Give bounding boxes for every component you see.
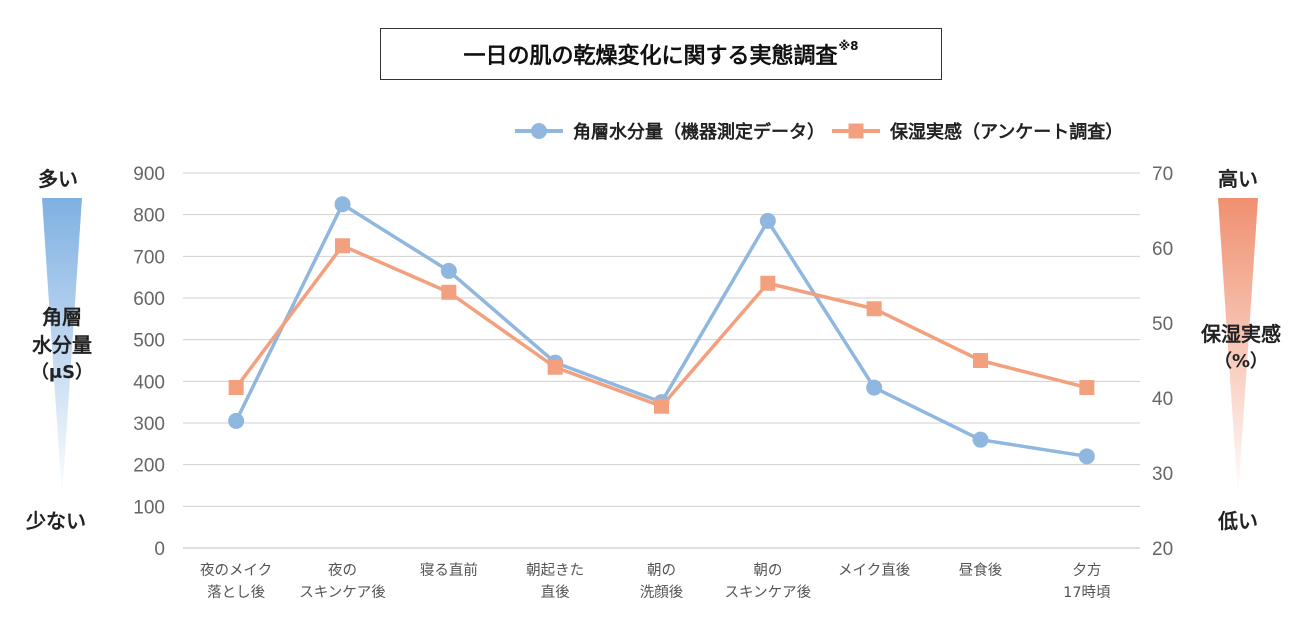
x-tick-label-5-line-2: 洗顔後 bbox=[640, 584, 684, 601]
x-tick-label-5-line-1: 朝の bbox=[647, 562, 676, 579]
legend-label-2: 保湿実感（アンケート調査） bbox=[889, 121, 1123, 143]
x-tick-label-4-line-2: 直後 bbox=[541, 584, 570, 601]
series-1-point-3 bbox=[440, 262, 457, 279]
left-axis-title-line-3: （μS） bbox=[30, 362, 94, 383]
chart-title-note: ※8 bbox=[838, 39, 859, 53]
right-axis-high-label: 高い bbox=[1218, 167, 1258, 191]
left-tick-label-700: 700 bbox=[133, 247, 165, 268]
left-tick-label-100: 100 bbox=[133, 497, 165, 518]
x-tick-label-2-line-2: スキンケア後 bbox=[299, 584, 386, 601]
series-1-point-6 bbox=[759, 212, 776, 229]
series-2-point-7 bbox=[866, 301, 882, 317]
series-2-point-9 bbox=[1079, 380, 1095, 395]
x-tick-label-4-line-1: 朝起きた bbox=[526, 562, 584, 579]
series-2-point-8 bbox=[973, 353, 988, 368]
series-2-point-2 bbox=[335, 238, 350, 254]
right-tick-label-30: 30 bbox=[1152, 464, 1173, 485]
left-tick-label-400: 400 bbox=[133, 372, 165, 393]
left-axis-low-label: 少ない bbox=[26, 509, 86, 533]
x-tick-label-7-line-1: メイク直後 bbox=[838, 562, 911, 579]
left-tick-label-800: 800 bbox=[133, 206, 165, 227]
right-tick-label-60: 60 bbox=[1152, 239, 1173, 260]
chart-title: 一日の肌の乾燥変化に関する実態調査 ※8 bbox=[380, 28, 942, 80]
series-1-point-2 bbox=[334, 196, 351, 213]
x-tick-label-9-line-1: 夕方 bbox=[1072, 562, 1101, 579]
grid-lines bbox=[183, 172, 1140, 549]
series-1-point-7 bbox=[866, 379, 883, 396]
series-1-point-8 bbox=[972, 431, 989, 448]
legend-marker-2 bbox=[848, 123, 864, 139]
left-tick-label-200: 200 bbox=[133, 456, 165, 477]
series-2-point-6 bbox=[760, 275, 776, 291]
left-tick-label-600: 600 bbox=[133, 289, 165, 310]
series-2-point-3 bbox=[441, 284, 457, 300]
right-axis-low-label: 低い bbox=[1218, 509, 1258, 533]
series-line-2 bbox=[234, 244, 1088, 408]
legend: 角層水分量（機器測定データ） 保湿実感（アンケート調査） bbox=[515, 121, 1123, 143]
left-tick-label-300: 300 bbox=[133, 414, 165, 435]
x-tick-label-8-line-1: 昼食後 bbox=[959, 562, 1003, 579]
chart-title-text: 一日の肌の乾燥変化に関する実態調査 bbox=[463, 44, 838, 69]
series-lines bbox=[228, 196, 1095, 465]
left-tick-label-500: 500 bbox=[133, 331, 165, 352]
series-2-point-4 bbox=[547, 359, 563, 375]
x-tick-label-6-line-2: スキンケア後 bbox=[725, 584, 812, 601]
x-tick-label-3-line-1: 寝る直前 bbox=[420, 561, 478, 579]
left-tick-label-900: 900 bbox=[133, 164, 165, 185]
left-axis-title: 角層 水分量 （μS） bbox=[14, 303, 110, 387]
right-tick-label-50: 50 bbox=[1152, 314, 1173, 335]
right-axis-title-line-1: 保湿実感 bbox=[1201, 322, 1281, 346]
left-tick-label-0: 0 bbox=[154, 539, 165, 560]
series-2-point-5 bbox=[654, 398, 669, 414]
right-axis-title-line-2: （%） bbox=[1213, 351, 1269, 372]
series-line-1 bbox=[234, 202, 1088, 459]
left-axis-high-label: 多い bbox=[38, 167, 78, 191]
x-tick-label-2-line-1: 夜の bbox=[328, 562, 357, 579]
x-tick-label-1-line-2: 落とし後 bbox=[207, 584, 265, 601]
series-1-point-9 bbox=[1078, 448, 1095, 465]
x-tick-label-1-line-1: 夜のメイク bbox=[200, 562, 272, 579]
right-tick-label-40: 40 bbox=[1152, 389, 1173, 410]
left-axis-title-line-1: 角層 bbox=[42, 305, 82, 329]
series-1-point-1 bbox=[228, 412, 245, 429]
right-tick-label-70: 70 bbox=[1152, 164, 1173, 185]
right-axis-gradient-triangle bbox=[1218, 198, 1258, 498]
right-axis-title: 保湿実感 （%） bbox=[1186, 320, 1296, 376]
series-2-point-1 bbox=[228, 380, 244, 395]
left-axis-title-line-2: 水分量 bbox=[32, 333, 92, 357]
right-tick-label-20: 20 bbox=[1152, 539, 1173, 560]
x-tick-label-6-line-1: 朝の bbox=[753, 562, 782, 579]
legend-label-1: 角層水分量（機器測定データ） bbox=[573, 121, 825, 143]
x-tick-label-9-line-2: 17時頃 bbox=[1063, 584, 1111, 601]
left-axis-gradient-triangle bbox=[42, 198, 82, 498]
legend-marker-1 bbox=[531, 123, 547, 139]
axis-ticks: 0 100 200 300 400 500 600 700 800 900 20 30 40 50 60 70 bbox=[133, 164, 1173, 560]
